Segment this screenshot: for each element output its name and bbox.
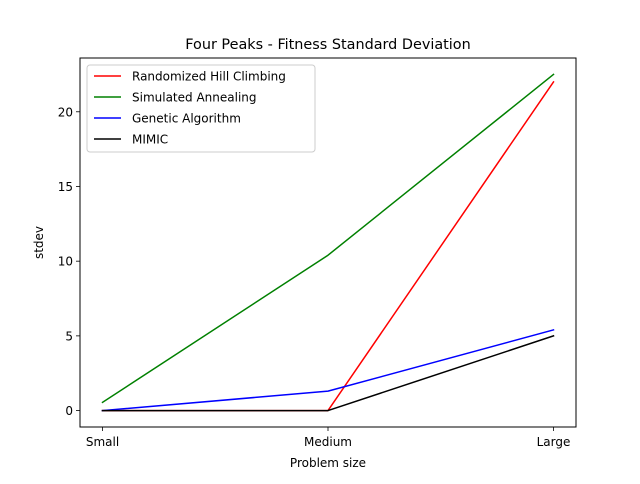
x-tick-label: Large <box>537 435 571 449</box>
chart-title: Four Peaks - Fitness Standard Deviation <box>185 37 470 53</box>
y-tick-label: 20 <box>58 105 73 119</box>
legend-box <box>86 64 316 153</box>
series-line-3 <box>101 334 555 412</box>
y-axis: 0 5 10 15 20 <box>58 105 80 418</box>
x-tick-label: Medium <box>304 435 352 449</box>
y-tick-label: 5 <box>65 329 73 343</box>
x-tick-label: Small <box>86 435 119 449</box>
legend-label-3: MIMIC <box>132 132 168 146</box>
y-tick-label: 15 <box>58 180 73 194</box>
legend: Randomized Hill Climbing Simulated Anneal… <box>86 64 316 153</box>
series-line-2 <box>101 328 555 412</box>
legend-label-2: Genetic Algorithm <box>132 111 241 125</box>
x-axis-label: Problem size <box>290 456 366 470</box>
legend-label-1: Simulated Annealing <box>132 90 257 104</box>
series-line-1 <box>101 73 555 404</box>
y-tick-label: 0 <box>65 404 73 418</box>
x-axis: Small Medium Large <box>86 427 571 449</box>
series-layer <box>101 73 555 412</box>
y-tick-label: 10 <box>58 255 73 269</box>
legend-label-0: Randomized Hill Climbing <box>132 69 286 83</box>
y-axis-label: stdev <box>32 226 46 259</box>
